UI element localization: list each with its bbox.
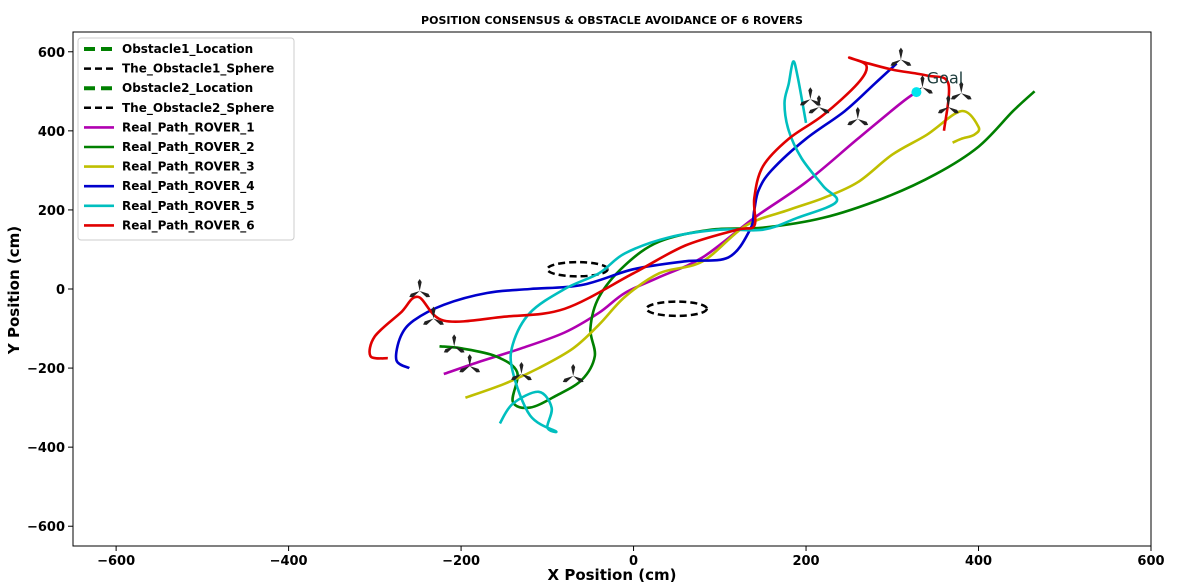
legend-label: Obstacle2_Location [122, 81, 253, 96]
rover-marker [443, 334, 465, 353]
series-line-rover-4 [394, 62, 898, 370]
rover-marker [799, 87, 821, 106]
legend-label: The_Obstacle2_Sphere [122, 101, 274, 116]
y-tick-label: −600 [27, 520, 65, 535]
rover-marker [937, 95, 959, 114]
legend-label: Real_Path_ROVER_5 [122, 199, 255, 214]
obstacle-sphere-2 [645, 300, 709, 318]
rover-marker [459, 354, 481, 373]
rover-markers: Goal [409, 47, 972, 383]
legend-label: Real_Path_ROVER_3 [122, 160, 255, 175]
x-tick-label: −400 [270, 554, 308, 569]
rover-paths [368, 56, 1036, 434]
y-tick-label: 600 [38, 46, 65, 61]
legend-label: Obstacle1_Location [122, 42, 253, 57]
goal-point [911, 87, 922, 98]
x-tick-label: −600 [97, 554, 135, 569]
axes: −600 −400 −200 0 200 400 600 −600 −400 −200 0 200 40… [27, 46, 1165, 569]
legend-label: Real_Path_ROVER_1 [122, 120, 255, 135]
legend-label: Real_Path_ROVER_2 [122, 140, 255, 155]
y-tick-label: 400 [38, 125, 65, 140]
legend-label: Real_Path_ROVER_6 [122, 218, 255, 233]
rover-marker [808, 95, 830, 114]
y-tick-label: −400 [27, 441, 65, 456]
chart-title: POSITION CONSENSUS & OBSTACLE AVOIDANCE … [421, 14, 803, 27]
goal-annotation: Goal [927, 68, 963, 87]
legend: Obstacle1_Location The_Obstacle1_Sphere Ob… [77, 37, 295, 241]
series-line-rover-6 [368, 56, 951, 360]
y-tick-label: 0 [56, 283, 65, 298]
rover-marker [890, 47, 912, 66]
y-tick-label: −200 [27, 362, 65, 377]
legend-label: Real_Path_ROVER_4 [122, 179, 255, 194]
series-line-rover-1 [443, 91, 918, 376]
rover-marker [847, 106, 869, 126]
series-line-rover-5 [498, 60, 839, 434]
rover-marker [562, 363, 584, 383]
rover-marker [409, 278, 431, 298]
legend-label: The_Obstacle1_Sphere [122, 62, 274, 77]
y-axis-label: Y Position (cm) [5, 226, 23, 355]
obstacle-spheres [546, 260, 709, 318]
series-line-rover-3 [464, 109, 981, 399]
rover-marker [511, 362, 532, 381]
rover-marker [950, 81, 972, 100]
legend-box [77, 37, 295, 241]
x-axis-label: X Position (cm) [548, 566, 677, 584]
x-tick-label: 200 [792, 554, 819, 569]
x-tick-label: 400 [965, 554, 992, 569]
y-tick-label: 200 [38, 204, 65, 219]
x-tick-label: 600 [1137, 554, 1164, 569]
rover-marker [423, 306, 444, 325]
x-tick-label: −200 [442, 554, 480, 569]
series-line-rover-2 [439, 90, 1036, 410]
x-tick-label: 0 [629, 554, 638, 569]
